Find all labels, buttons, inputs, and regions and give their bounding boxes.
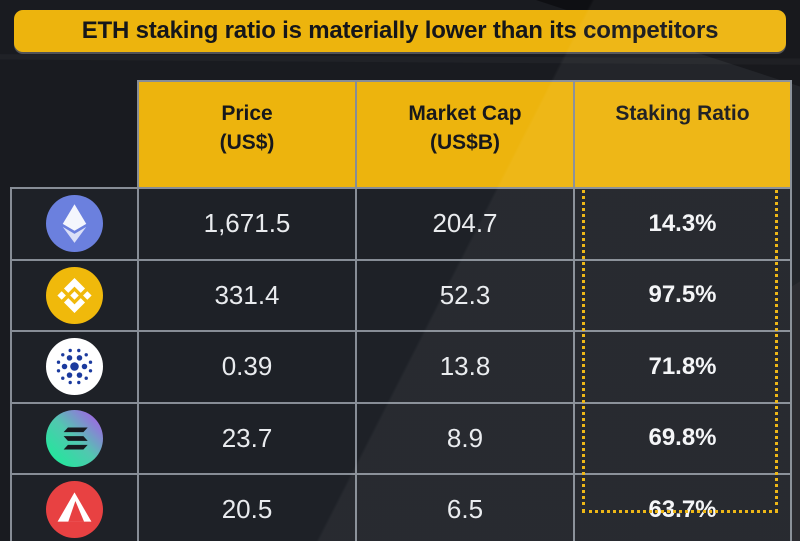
header-market-cap-unit: (US$B) (429, 131, 500, 154)
table-row-avalanche: 20.5 6.5 63.7% (10, 473, 792, 541)
staking-ratio-cell: 63.7% (573, 473, 792, 541)
header-price: Price (US$) (137, 80, 357, 189)
market-cap-cell: 13.8 (355, 330, 575, 404)
header-market-cap: Market Cap (US$B) (355, 80, 575, 189)
market-cap-cell: 52.3 (355, 258, 575, 332)
price-cell: 1,671.5 (137, 187, 357, 261)
asset-icon-cell (10, 258, 139, 332)
cardano-icon (46, 338, 103, 396)
table-row-cardano: 0.39 13.8 71.8% (10, 330, 792, 404)
header-price-unit: (US$) (219, 131, 275, 154)
header-market-cap-label: Market Cap (408, 102, 522, 125)
solana-icon (46, 409, 103, 467)
asset-icon-cell (10, 330, 139, 404)
header-corner-cell (11, 81, 138, 188)
market-cap-cell: 204.7 (355, 187, 575, 261)
staking-comparison-table: Price (US$) Market Cap (US$B) Staking Ra… (10, 80, 792, 541)
price-cell: 331.4 (137, 258, 357, 332)
header-staking-ratio: Staking Ratio (573, 80, 792, 189)
title-banner: ETH staking ratio is materially lower th… (14, 10, 786, 52)
ethereum-icon (46, 195, 103, 253)
avalanche-icon (46, 481, 103, 539)
staking-ratio-cell: 97.5% (573, 258, 792, 332)
table-row-bnb: 331.4 52.3 97.5% (10, 258, 792, 332)
header-price-label: Price (221, 102, 273, 125)
table-row-ethereum: 1,671.5 204.7 14.3% (10, 187, 792, 261)
header-row: Price (US$) Market Cap (US$B) Staking Ra… (11, 80, 792, 189)
asset-icon-cell (10, 401, 139, 475)
price-cell: 23.7 (137, 401, 357, 475)
table-row-solana: 23.7 8.9 69.8% (10, 401, 792, 475)
page-title: ETH staking ratio is materially lower th… (81, 17, 719, 44)
bnb-icon (46, 266, 103, 324)
asset-icon-cell (10, 473, 139, 541)
header-staking-ratio-label: Staking Ratio (615, 102, 750, 125)
staking-ratio-cell: 71.8% (573, 330, 792, 404)
price-cell: 0.39 (137, 330, 357, 404)
market-cap-cell: 6.5 (355, 473, 575, 541)
asset-icon-cell (10, 187, 139, 261)
market-cap-cell: 8.9 (355, 401, 575, 475)
staking-ratio-cell: 69.8% (573, 401, 792, 475)
staking-ratio-cell: 14.3% (573, 187, 792, 261)
price-cell: 20.5 (137, 473, 357, 541)
